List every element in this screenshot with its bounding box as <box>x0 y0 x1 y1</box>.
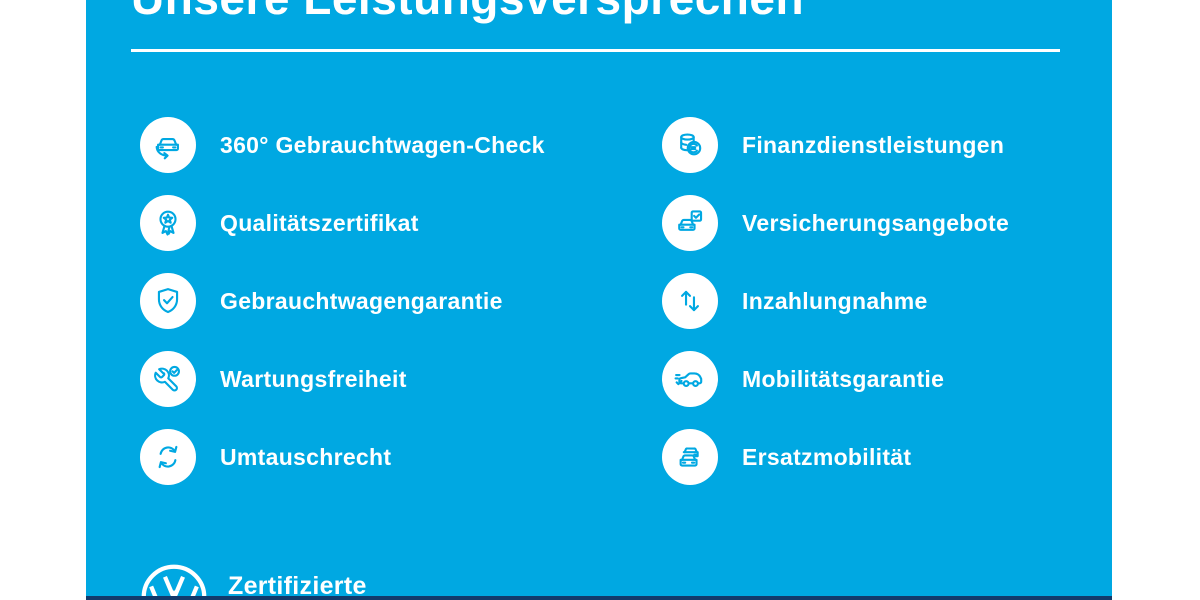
benefit-label: Umtauschrecht <box>220 443 392 470</box>
list-item: Wartungsfreiheit <box>140 351 545 407</box>
bottom-divider <box>86 596 1112 600</box>
maintenance-wrench-icon <box>140 351 196 407</box>
benefit-label: Inzahlungnahme <box>742 287 928 314</box>
benefit-label: Gebrauchtwagengarantie <box>220 287 503 314</box>
quality-certificate-icon <box>140 195 196 251</box>
list-item: Mobilitätsgarantie <box>662 351 1009 407</box>
exchange-arrows-icon <box>140 429 196 485</box>
brand-footer: Zertifizierte <box>140 563 367 600</box>
promo-panel: Unsere Leistungsversprechen 360° Gebrauc… <box>86 0 1112 600</box>
benefits-column-right: Finanzdienstleistungen Versicherungsange… <box>662 117 1009 507</box>
list-item: Finanzdienstleistungen <box>662 117 1009 173</box>
benefit-label: Wartungsfreiheit <box>220 365 407 392</box>
list-item: Qualitätszertifikat <box>140 195 545 251</box>
list-item: Ersatzmobilität <box>662 429 1009 485</box>
list-item: Gebrauchtwagengarantie <box>140 273 545 329</box>
benefit-label: Finanzdienstleistungen <box>742 131 1005 158</box>
car-checkbox-icon <box>662 195 718 251</box>
benefit-label: Ersatzmobilität <box>742 443 912 470</box>
benefits-column-left: 360° Gebrauchtwagen-Check Qualitätszerti… <box>140 117 545 507</box>
vw-logo-icon <box>141 564 207 600</box>
car-motion-icon <box>662 351 718 407</box>
title-underline <box>131 49 1060 52</box>
list-item: Umtauschrecht <box>140 429 545 485</box>
page-title: Unsere Leistungsversprechen <box>131 0 804 21</box>
brand-label: Zertifizierte <box>228 572 367 600</box>
benefit-label: Qualitätszertifikat <box>220 209 419 236</box>
car-360-icon <box>140 117 196 173</box>
list-item: 360° Gebrauchtwagen-Check <box>140 117 545 173</box>
benefit-label: Mobilitätsgarantie <box>742 365 945 392</box>
benefit-label: Versicherungsangebote <box>742 209 1010 236</box>
list-item: Versicherungsangebote <box>662 195 1009 251</box>
two-cars-icon <box>662 429 718 485</box>
coins-euro-icon <box>662 117 718 173</box>
up-down-arrows-icon <box>662 273 718 329</box>
benefit-label: 360° Gebrauchtwagen-Check <box>220 131 545 158</box>
warranty-shield-icon <box>140 273 196 329</box>
list-item: Inzahlungnahme <box>662 273 1009 329</box>
